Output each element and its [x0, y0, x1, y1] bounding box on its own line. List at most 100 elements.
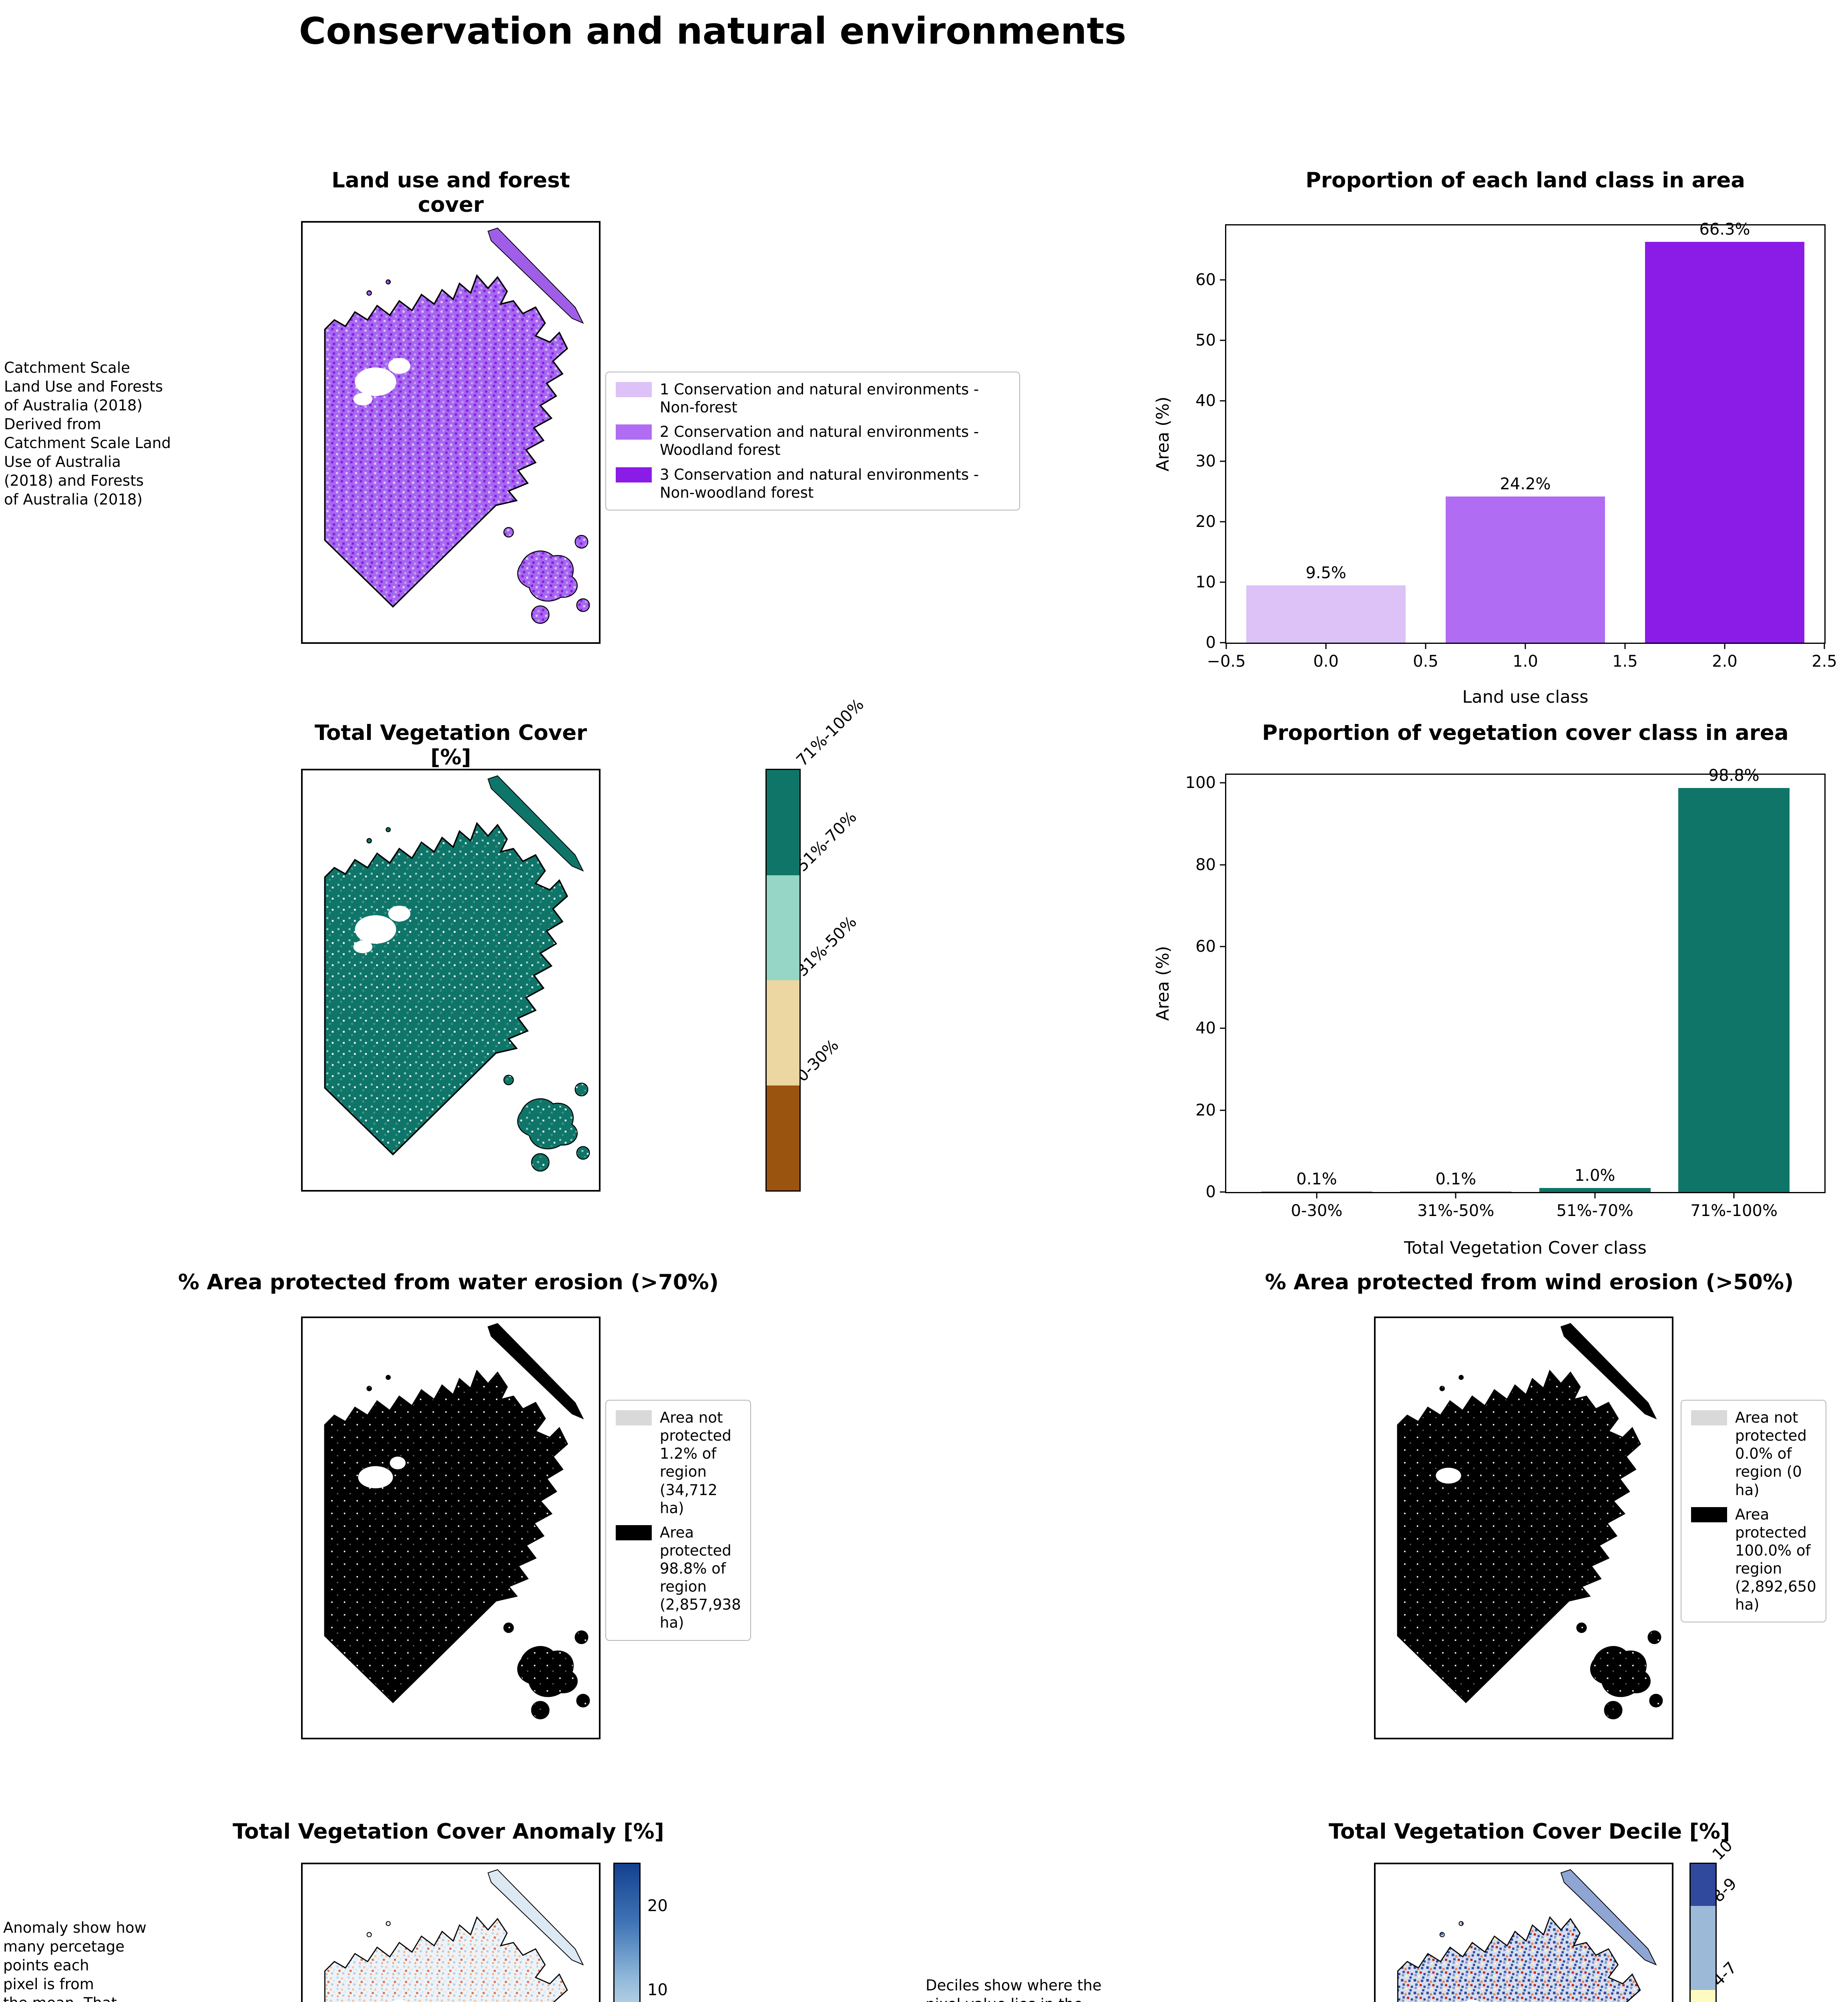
land-use-map-title: Land use and forest cover [331, 168, 570, 217]
legend-label: Area not protected 1.2% of region (34,71… [660, 1409, 731, 1517]
x-tick-label: 0.0 [1313, 652, 1339, 671]
no-data-patch [353, 906, 411, 953]
anomaly-map-title: Total Vegetation Cover Anomaly [%] [233, 1819, 664, 1844]
bar-value-label: 66.3% [1699, 220, 1750, 239]
no-data-patch [1436, 1467, 1461, 1484]
bar [1678, 788, 1790, 1192]
legend-entry: Area protected 100.0% of region (2,892,6… [1691, 1506, 1816, 1614]
x-tick-label: 51%-70% [1556, 1202, 1633, 1220]
x-tick [1594, 1192, 1596, 1198]
colorbar-tick-label: 31%-50% [793, 913, 860, 980]
veg-class-bar-chart: 0.1% 0.1% 1.0% 98.8% 0-30% 31%-50% 51%-70% 71%-… [1185, 766, 1826, 1220]
y-tick [1220, 521, 1226, 523]
x-tick [1316, 1192, 1318, 1198]
no-data-patch [391, 2000, 408, 2002]
bar-value-label: 9.5% [1306, 563, 1346, 582]
decile-map-svg [1397, 1869, 1663, 2002]
y-tick [1220, 864, 1226, 866]
y-tick [1220, 460, 1226, 462]
legend-label: 2 Conservation and natural environments … [660, 423, 979, 459]
colorbar-segment [1691, 1990, 1715, 2002]
y-tick-label: 0 [1205, 1183, 1216, 1201]
x-tick [1724, 643, 1725, 649]
y-tick [1220, 1110, 1226, 1111]
land-class-chart-xlabel: Land use class [1462, 687, 1589, 707]
colorbar-segment [767, 1085, 799, 1190]
decile-map-title: Total Vegetation Cover Decile [%] [1328, 1819, 1730, 1844]
decile-map [1374, 1863, 1673, 2002]
water-erosion-map-title: % Area protected from water erosion (>70… [178, 1270, 719, 1294]
x-tick-label: 31%-50% [1417, 1202, 1494, 1220]
colorbar-tick-label: 71%-100% [793, 695, 868, 770]
y-tick-label: 30 [1195, 452, 1216, 470]
legend-swatch [616, 1525, 652, 1540]
land-use-map-svg [324, 227, 591, 624]
bar-value-label: 98.8% [1708, 766, 1760, 785]
land-class-chart-title: Proportion of each land class in area [1305, 168, 1746, 193]
y-tick [1220, 279, 1226, 281]
y-tick-label: 40 [1195, 1019, 1216, 1038]
veg-cover-map-title: Total Vegetation Cover [%] [314, 721, 587, 770]
x-tick-label: 71%-100% [1690, 1202, 1778, 1220]
legend-entry: Area not protected 0.0% of region (0 ha) [1691, 1409, 1816, 1499]
colorbar-tick-label: 0-30% [793, 1035, 843, 1085]
unprotected-patch [358, 1456, 406, 1489]
wind-erosion-map [1374, 1317, 1673, 1739]
legend-swatch [616, 1410, 652, 1425]
colorbar-tick-label: 51%-70% [793, 808, 860, 875]
y-tick-label: 20 [1195, 512, 1216, 531]
veg-cover-map [301, 769, 601, 1192]
bar [1445, 496, 1605, 643]
x-tick [1525, 643, 1526, 649]
veg-class-chart-ylabel: Area (%) [1153, 946, 1173, 1021]
legend-label: Area protected 98.8% of region (2,857,93… [660, 1524, 741, 1632]
bar [1246, 585, 1406, 643]
x-tick-label: 1.5 [1612, 652, 1638, 671]
water-erosion-map-svg [324, 1323, 591, 1720]
y-tick [1220, 1191, 1226, 1193]
x-tick [1455, 1192, 1456, 1198]
veg-cover-map-svg [324, 775, 591, 1172]
x-tick [1624, 643, 1626, 649]
colorbar-segment [767, 980, 799, 1085]
decile-colorbar: 12-34-78-910 [1689, 1836, 1740, 2002]
bar-value-label: 0.1% [1435, 1170, 1476, 1188]
y-tick-label: 60 [1195, 937, 1216, 956]
legend-entry: 2 Conservation and natural environments … [616, 423, 1010, 459]
x-tick [1325, 643, 1327, 649]
y-tick-label: 60 [1195, 270, 1216, 289]
water-erosion-legend: Area not protected 1.2% of region (34,71… [605, 1400, 751, 1641]
y-tick [1220, 400, 1226, 402]
y-tick-label: 0 [1205, 633, 1216, 652]
y-tick [1220, 581, 1226, 583]
y-tick-label: 50 [1195, 331, 1216, 350]
legend-swatch [616, 424, 652, 440]
y-tick-label: 20 [1195, 1101, 1216, 1120]
y-tick-label: 100 [1185, 774, 1216, 792]
land-use-legend: 1 Conservation and natural environments … [605, 372, 1020, 511]
colorbar-tick-label: 10 [647, 1981, 668, 1999]
legend-entry: Area not protected 1.2% of region (34,71… [616, 1409, 741, 1517]
land-class-bar-chart: 9.5% 24.2% 66.3% −0.5 0.0 0.5 1.0 1.5 2.0 2.5 0 10 2… [1195, 220, 1837, 671]
veg-class-chart-xlabel: Total Vegetation Cover class [1404, 1238, 1647, 1258]
legend-swatch [1691, 1507, 1727, 1522]
anomaly-colorbar: 20100−10−20 [613, 1863, 668, 2002]
decile-note: Deciles show where the pixel value lies … [926, 1977, 1102, 2002]
legend-label: Area not protected 0.0% of region (0 ha) [1735, 1409, 1807, 1499]
legend-label: Area protected 100.0% of region (2,892,6… [1735, 1506, 1816, 1614]
colorbar-segment [767, 770, 799, 875]
x-tick-label: 0.5 [1413, 652, 1438, 671]
x-tick [1225, 643, 1227, 649]
bar-value-label: 0.1% [1296, 1170, 1337, 1188]
anomaly-map-svg [324, 1869, 591, 2002]
bar [1539, 1188, 1651, 1192]
no-data-patch [353, 358, 411, 406]
y-tick [1220, 642, 1226, 643]
x-tick [1824, 643, 1825, 649]
x-tick [1425, 643, 1426, 649]
water-erosion-map [301, 1317, 601, 1739]
land-use-source-note: Catchment Scale Land Use and Forests of … [4, 359, 171, 508]
legend-entry: 3 Conservation and natural environments … [616, 466, 1010, 502]
land-use-map [301, 221, 601, 644]
x-tick [1733, 1192, 1735, 1198]
